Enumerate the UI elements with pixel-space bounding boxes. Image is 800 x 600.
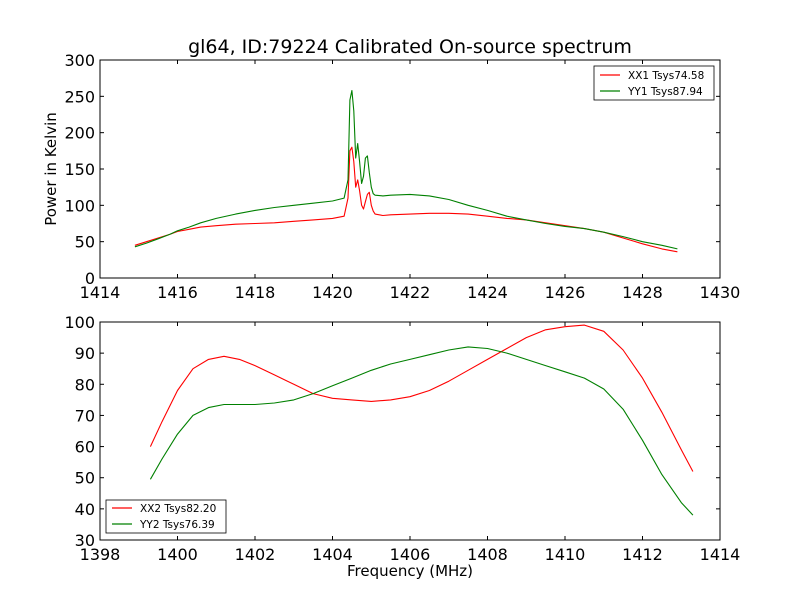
top-y-tick-label: 250 (64, 87, 95, 106)
top-x-tick-label: 1416 (157, 283, 198, 302)
top-legend-box (593, 65, 715, 101)
top-x-tick-label: 1422 (390, 283, 431, 302)
bottom-x-tick-label: 1410 (545, 545, 586, 564)
top-legend-label-xx1: XX1 Tsys74.58 (628, 70, 704, 82)
top-y-tick-label: 200 (64, 124, 95, 143)
bottom-y-tick-label: 60 (75, 438, 95, 457)
bottom-axis-ticks: 1398 1400 1402 1404 1406 1408 1410 1412 1414 30 40… (64, 313, 740, 564)
bottom-x-tick-label: 1406 (390, 545, 431, 564)
bottom-x-tick-label: 1404 (312, 545, 353, 564)
bottom-x-tick-label: 1412 (622, 545, 663, 564)
bottom-series-line-1 (149, 324, 694, 472)
bottom-chart: Frequency (MHz) 1398 1400 1402 1404 1406 1408… (64, 313, 740, 580)
top-series-line-2 (134, 89, 678, 250)
bottom-x-axis-label: Frequency (MHz) (347, 562, 473, 580)
bottom-y-tick-label: 70 (75, 406, 95, 425)
bottom-legend: XX2 Tsys82.20 YY2 Tsys76.39 (105, 499, 227, 534)
bottom-x-tick-label: 1414 (700, 545, 741, 564)
bottom-y-tick-label: 40 (75, 500, 95, 519)
top-series-group (134, 89, 678, 253)
bottom-legend-box (105, 499, 227, 534)
top-x-tick-label: 1428 (622, 283, 663, 302)
top-chart: gl64, ID:79224 Calibrated On-source spec… (42, 36, 740, 302)
top-x-tick-label: 1430 (700, 283, 741, 302)
bottom-series-group (149, 324, 694, 516)
top-y-tick-label: 0 (85, 269, 95, 288)
top-legend: XX1 Tsys74.58 YY1 Tsys87.94 (593, 65, 715, 101)
top-x-tick-label: 1420 (312, 283, 353, 302)
bottom-y-tick-label: 100 (64, 313, 95, 332)
top-x-tick-label: 1418 (235, 283, 276, 302)
bottom-y-tick-label: 90 (75, 344, 95, 363)
bottom-x-tick-label: 1408 (467, 545, 508, 564)
chart-title: gl64, ID:79224 Calibrated On-source spec… (188, 36, 632, 58)
bottom-legend-label-yy2: YY2 Tsys76.39 (139, 519, 215, 531)
top-x-tick-label: 1426 (545, 283, 586, 302)
top-legend-label-yy1: YY1 Tsys87.94 (627, 86, 703, 98)
bottom-series-line-2 (149, 346, 694, 516)
top-y-tick-label: 50 (75, 233, 95, 252)
bottom-legend-label-xx2: XX2 Tsys82.20 (140, 503, 216, 515)
bottom-x-tick-label: 1400 (157, 545, 198, 564)
top-y-tick-label: 150 (64, 160, 95, 179)
bottom-x-tick-label: 1402 (235, 545, 276, 564)
bottom-y-tick-label: 50 (75, 469, 95, 488)
top-y-tick-label: 100 (64, 196, 95, 215)
bottom-y-tick-label: 80 (75, 375, 95, 394)
bottom-y-tick-label: 30 (75, 531, 95, 550)
top-y-tick-label: 300 (64, 51, 95, 70)
bottom-x-tick-label: 1398 (80, 545, 121, 564)
top-axis-ticks: 1414 1416 1418 1420 1422 1424 1426 1428 1430 0 50 1… (64, 51, 740, 302)
top-y-axis-label: Power in Kelvin (42, 112, 60, 226)
top-x-tick-label: 1414 (80, 283, 121, 302)
top-x-tick-label: 1424 (467, 283, 508, 302)
